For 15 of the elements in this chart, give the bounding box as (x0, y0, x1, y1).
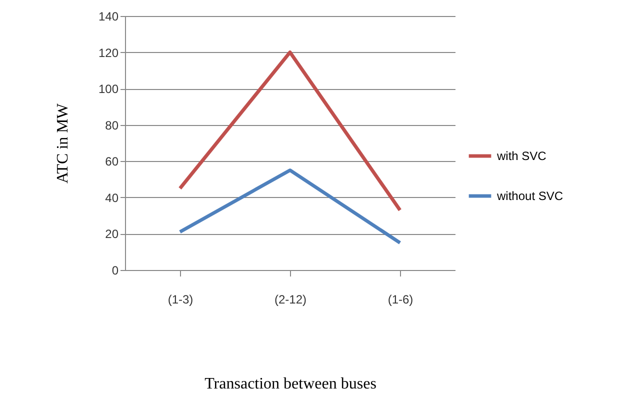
y-tick-label: 80 (105, 118, 119, 132)
y-tick-label: 0 (112, 264, 119, 278)
legend-label: with SVC (496, 149, 547, 163)
y-tick-label: 20 (105, 227, 119, 242)
x-axis-title: Transaction between buses (204, 376, 376, 392)
y-tick-label: 140 (98, 10, 119, 24)
x-tick-label: (2-12) (274, 292, 307, 306)
y-tick-label: 120 (98, 46, 119, 60)
x-tick-label: (1-3) (168, 292, 194, 306)
y-tick-label: 60 (105, 154, 119, 169)
legend-label: without SVC (496, 189, 564, 203)
y-tick-label: 40 (105, 190, 119, 205)
y-axis-title: ATC in MW (54, 102, 72, 184)
y-tick-label: 100 (98, 82, 119, 96)
x-tick-label: (1-6) (388, 292, 414, 306)
